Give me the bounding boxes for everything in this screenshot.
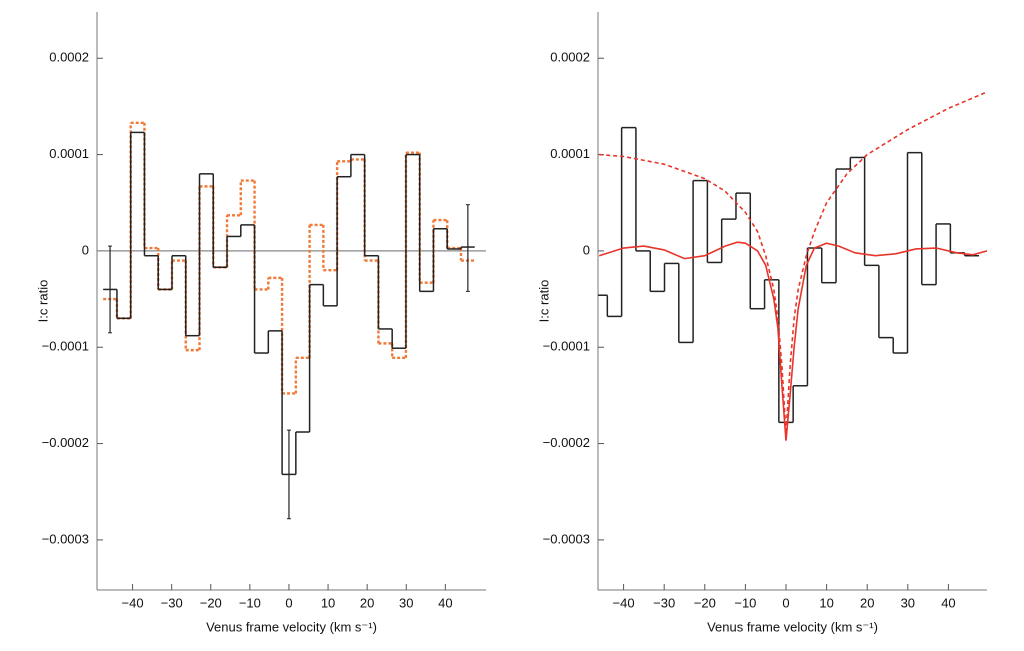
x-tick-label: −20 [694, 595, 716, 610]
x-axis-label: Venus frame velocity (km s⁻¹) [206, 619, 377, 634]
x-tick-label: 40 [438, 595, 452, 610]
x-tick-label: 30 [901, 595, 915, 610]
x-tick-label: 20 [860, 595, 874, 610]
x-axis-label: Venus frame velocity (km s⁻¹) [707, 619, 878, 634]
y-tick-label: −0.0002 [543, 435, 590, 450]
model-line [599, 91, 987, 434]
plot-area [598, 91, 987, 441]
y-tick-label: 0.0002 [49, 50, 89, 65]
x-tick-label: 10 [321, 595, 335, 610]
x-tick-label: −40 [613, 595, 635, 610]
x-tick-label: −20 [200, 595, 222, 610]
y-tick-label: −0.0002 [42, 435, 89, 450]
x-tick-label: 30 [399, 595, 413, 610]
x-tick-label: −10 [239, 595, 261, 610]
x-tick-label: 20 [360, 595, 374, 610]
x-tick-label: 0 [285, 595, 292, 610]
x-tick-label: −30 [161, 595, 183, 610]
y-tick-label: 0.0002 [550, 50, 590, 65]
x-tick-label: −10 [734, 595, 756, 610]
x-tick-label: 40 [941, 595, 955, 610]
y-tick-label: 0 [583, 242, 590, 257]
x-tick-label: −40 [122, 595, 144, 610]
y-tick-label: 0.0001 [49, 146, 89, 161]
y-tick-label: 0 [82, 242, 89, 257]
y-axis-label: I:c ratio [35, 280, 50, 323]
y-tick-label: −0.0001 [42, 339, 89, 354]
x-tick-label: 0 [782, 595, 789, 610]
y-tick-label: −0.0003 [42, 531, 89, 546]
x-tick-label: −30 [653, 595, 675, 610]
y-tick-label: 0.0001 [550, 146, 590, 161]
x-tick-label: 10 [819, 595, 833, 610]
y-tick-label: −0.0003 [543, 531, 590, 546]
y-tick-label: −0.0001 [543, 339, 590, 354]
panel: 0.0002 0.0001 0 −0.0001 −0.0002 −0.0003 −40 −30… [536, 12, 987, 634]
plot-area [97, 121, 486, 476]
model-line [598, 241, 987, 441]
y-axis-label: I:c ratio [536, 280, 551, 323]
panel: 0.0002 0.0001 0 −0.0001 −0.0002 −0.0003 −40 −30… [35, 12, 486, 634]
